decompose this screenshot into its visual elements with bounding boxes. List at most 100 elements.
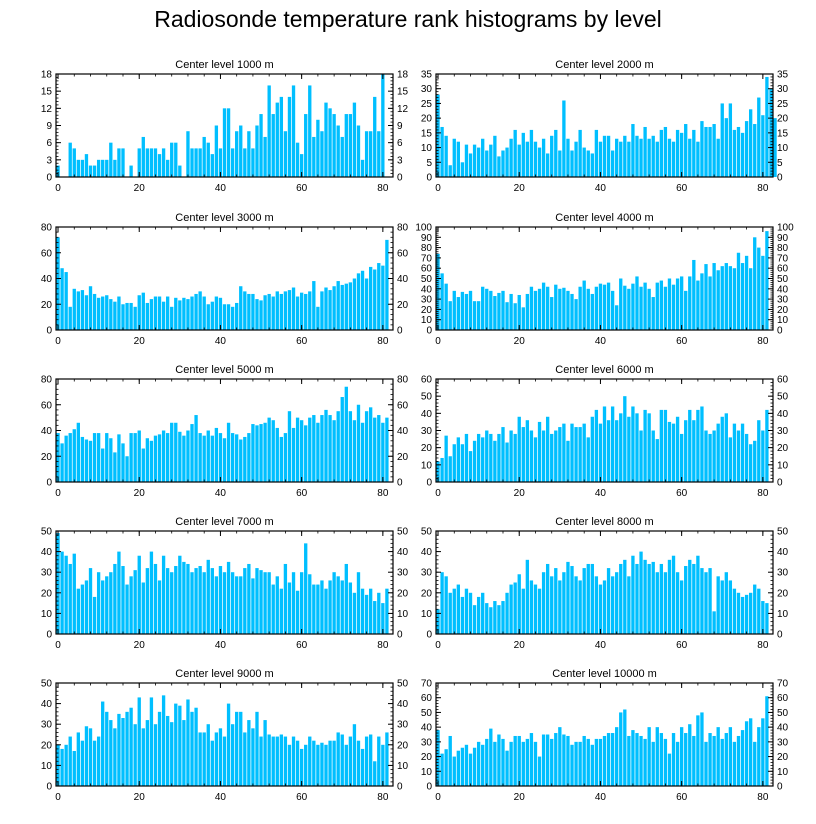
histogram-bar <box>336 576 340 634</box>
histogram-bar <box>137 555 141 634</box>
histogram-bar <box>247 563 251 634</box>
histogram-bar <box>448 735 452 786</box>
histogram-bar <box>320 415 324 482</box>
histogram-bar <box>88 568 93 634</box>
panel-title: Center level 10000 m <box>552 668 657 680</box>
histogram-bar <box>210 301 214 330</box>
histogram-bar <box>464 588 469 634</box>
x-tick-label: 40 <box>215 336 227 347</box>
histogram-bar <box>299 572 304 634</box>
histogram-bar <box>56 533 60 634</box>
histogram-bar <box>485 288 489 330</box>
y-tick-label: 50 <box>41 679 53 690</box>
histogram-bar <box>251 424 255 482</box>
histogram-bar <box>210 740 214 786</box>
histogram-bar <box>675 741 680 786</box>
histogram-bar <box>190 711 194 786</box>
y-tick-label: 20 <box>421 114 433 125</box>
histogram-bar <box>655 282 659 330</box>
histogram-bar <box>659 409 664 482</box>
histogram-bar <box>206 559 210 634</box>
histogram-bar <box>736 252 741 330</box>
histogram-bar <box>651 430 655 482</box>
y-tick-label-right: 25 <box>777 99 789 110</box>
histogram-bar <box>60 268 64 330</box>
histogram-bar <box>749 268 753 330</box>
histogram-bar <box>174 703 178 786</box>
histogram-bar <box>340 397 344 482</box>
panel-title: Center level 7000 m <box>175 516 273 528</box>
histogram-bar <box>369 407 373 482</box>
histogram-bar <box>566 138 570 177</box>
histogram-bar <box>655 141 659 177</box>
x-tick-label: 40 <box>215 792 227 803</box>
x-tick-label: 60 <box>676 488 688 499</box>
histogram-bar <box>610 290 615 330</box>
histogram-bar <box>497 433 501 482</box>
histogram-bar <box>619 141 623 177</box>
histogram-bar <box>639 551 643 634</box>
histogram-bar <box>230 306 235 330</box>
histogram-bar <box>696 280 700 330</box>
histogram-bar <box>320 742 324 786</box>
histogram-bar <box>96 297 101 330</box>
panel-frame <box>435 682 774 787</box>
histogram-bar <box>448 592 452 634</box>
histogram-bar <box>602 284 607 330</box>
histogram-bar <box>381 422 385 482</box>
histogram-bar <box>533 741 538 786</box>
histogram-bar <box>635 733 639 786</box>
histogram-bar <box>574 141 578 177</box>
histogram-bar <box>476 433 481 482</box>
y-tick-label: 50 <box>41 527 53 538</box>
histogram-bar <box>671 141 676 177</box>
histogram-bar <box>631 283 635 330</box>
histogram-bar <box>541 734 546 786</box>
histogram-bar <box>489 290 493 330</box>
histogram-bar <box>206 724 210 786</box>
histogram-bar <box>757 727 761 786</box>
panel-frame <box>55 530 394 635</box>
histogram-bar <box>84 295 89 330</box>
histogram-bar <box>521 588 525 634</box>
histogram-bar <box>145 148 150 177</box>
histogram-bar <box>174 297 178 330</box>
histogram-bar <box>218 297 223 330</box>
histogram-bar <box>308 736 312 786</box>
histogram-bar <box>170 572 174 634</box>
histogram-bar <box>529 286 534 330</box>
histogram-bar <box>472 605 477 634</box>
histogram-bar <box>316 306 320 330</box>
histogram-bar <box>582 423 586 482</box>
histogram-bar <box>170 722 174 786</box>
histogram-bar <box>64 555 68 634</box>
y-tick-label-right: 40 <box>397 426 409 437</box>
histogram-bar <box>440 457 444 482</box>
histogram-bar <box>109 438 113 482</box>
histogram-bar <box>460 162 465 177</box>
y-tick-label: 20 <box>421 752 433 763</box>
histogram-bar <box>623 396 627 482</box>
y-tick-label-right: 30 <box>777 295 789 306</box>
histogram-bar <box>336 411 340 482</box>
x-tick-label: 20 <box>134 792 146 803</box>
histogram-bar <box>356 740 361 786</box>
y-tick-label-right: 30 <box>777 737 789 748</box>
histogram-bar <box>631 555 635 634</box>
histogram-bar <box>344 744 348 786</box>
histogram-bar <box>92 433 97 482</box>
histogram-bar <box>295 296 300 330</box>
histogram-bar <box>129 576 133 634</box>
histogram-bar <box>312 415 316 482</box>
histogram-bar <box>448 456 452 482</box>
histogram-bar <box>675 129 680 177</box>
histogram-bar <box>481 437 485 482</box>
histogram-bar <box>161 301 166 330</box>
y-tick-label: 0 <box>426 326 432 337</box>
y-tick-label-right: 30 <box>397 720 409 731</box>
y-tick-label-right: 60 <box>397 400 409 411</box>
histogram-bar <box>84 439 89 482</box>
histogram-bar <box>692 735 696 786</box>
y-tick-label: 60 <box>41 248 53 259</box>
histogram-bar <box>328 740 332 786</box>
